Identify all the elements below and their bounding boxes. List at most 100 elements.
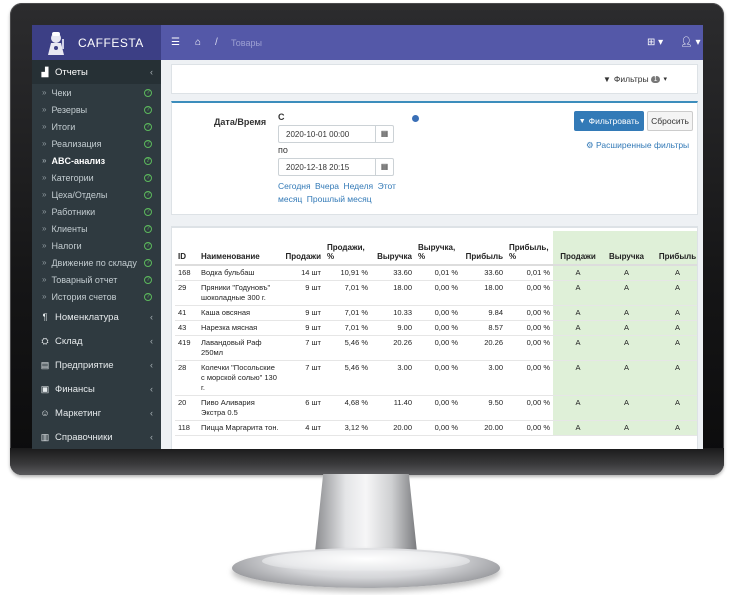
date-from-input[interactable]: 2020-10-01 00:00 ▦ [278, 125, 394, 143]
filters-toggle[interactable]: ▼ Фильтры 1 ▾ [603, 74, 667, 84]
table-cell: 0,00 % [506, 280, 553, 306]
table-row[interactable]: 43 Нарезка мясная 9 шт 7,01 % 9.00 0,00 % 8.57… [175, 320, 697, 336]
column-header[interactable]: Продажи [553, 231, 603, 266]
sidebar-section-label: Склад [55, 335, 83, 347]
table-cell: 7,01 % [324, 280, 371, 306]
table-cell: 0,00 % [415, 395, 461, 421]
table-cell: A [603, 420, 650, 436]
column-header[interactable]: Прибыль [650, 231, 697, 266]
sidebar-section-5[interactable]: ☺ Маркетинг ‹ [32, 401, 161, 425]
sidebar-item-1[interactable]: » Резервы? [32, 101, 161, 118]
user-menu-icon[interactable]: 👤︎ ▾ [680, 37, 701, 48]
sidebar-item-8[interactable]: » Клиенты? [32, 220, 161, 237]
table-row[interactable]: 168 Водка бульбаш 14 шт 10,91 % 33.60 0,01 % 3… [175, 265, 697, 281]
column-header[interactable]: Выручка [371, 231, 415, 266]
help-icon[interactable]: ? [144, 207, 152, 216]
sidebar-item-10[interactable]: » Движение по складу? [32, 254, 161, 271]
sidebar-item-4[interactable]: » ABC-анализ? [32, 152, 161, 169]
table-row[interactable]: 29 Пряники "Годуновъ" шоколадные 300 г. 9 … [175, 280, 697, 306]
table-cell: 0,00 % [506, 420, 553, 436]
sidebar-item-5[interactable]: » Категории? [32, 169, 161, 186]
double-arrow-icon: » [42, 173, 47, 182]
sidebar-section-6[interactable]: ▥ Справочники ‹ [32, 425, 161, 449]
breadcrumb-separator: / [215, 37, 218, 48]
table-cell: 0,00 % [506, 335, 553, 361]
help-icon[interactable]: ? [144, 224, 152, 233]
date-to-input[interactable]: 2020-12-18 20:15 ▦ [278, 158, 394, 176]
column-header[interactable]: Продажи, % [324, 231, 371, 266]
table-cell: 5,46 % [324, 360, 371, 396]
filter-button[interactable]: ▼ Фильтровать [574, 111, 644, 131]
remove-filter-icon[interactable] [412, 115, 419, 122]
help-icon[interactable]: ? [144, 241, 152, 250]
quick-link-today[interactable]: Сегодня [278, 181, 311, 191]
table-row[interactable]: 419 Лавандовый Раф 250мл 7 шт 5,46 % 20.26 0,… [175, 335, 697, 361]
quick-link-week[interactable]: Неделя [343, 181, 374, 191]
table-cell: 33.60 [371, 265, 415, 281]
sidebar-item-label: Реализация [51, 138, 102, 149]
help-icon[interactable]: ? [144, 88, 152, 97]
column-header[interactable]: Выручка, % [415, 231, 461, 266]
help-icon[interactable]: ? [144, 139, 152, 148]
table-cell: A [650, 420, 697, 436]
sidebar-section-3[interactable]: ▤ Предприятие ‹ [32, 353, 161, 377]
sidebar-item-2[interactable]: » Итоги? [32, 118, 161, 135]
table-cell: Нарезка мясная [198, 320, 282, 336]
advanced-filters-link[interactable]: ⚙ Расширенные фильтры [586, 140, 689, 151]
filter-button-icon: ▼ [578, 117, 586, 125]
sidebar: ▟ Отчеты ‹ » Чеки? » Резервы? » Итоги? » Реализаци… [32, 60, 161, 449]
table-row[interactable]: 118 Пицца Маргарита тон. 4 шт 3,12 % 20.00 0,… [175, 420, 697, 436]
sidebar-item-0[interactable]: » Чеки? [32, 84, 161, 101]
quick-link-this-month[interactable]: Этот месяц [278, 181, 396, 204]
sidebar-item-3[interactable]: » Реализация? [32, 135, 161, 152]
table-cell: 20.26 [461, 335, 506, 361]
help-icon[interactable]: ? [144, 275, 152, 284]
table-cell: A [603, 265, 650, 281]
sidebar-item-9[interactable]: » Налоги? [32, 237, 161, 254]
column-header[interactable]: Продажи [282, 231, 324, 266]
sidebar-item-12[interactable]: » История счетов? [32, 288, 161, 305]
double-arrow-icon: » [42, 275, 47, 284]
table-row[interactable]: 20 Пиво Аливария Экстра 0.5 6 шт 4,68 % 11.4… [175, 395, 697, 421]
calendar-to-icon[interactable]: ▦ [375, 159, 393, 175]
table-cell: 0,00 % [506, 320, 553, 336]
cutlery-icon: ¶ [42, 312, 48, 322]
column-header[interactable]: Прибыль, % [506, 231, 553, 266]
table-row[interactable]: 28 Колечки "Посольские с морской солью" 1… [175, 360, 697, 396]
sidebar-item-7[interactable]: » Работники? [32, 203, 161, 220]
double-arrow-icon: » [42, 139, 47, 148]
table-cell: A [603, 335, 650, 361]
column-header[interactable]: Выручка [603, 231, 650, 266]
column-header[interactable]: Прибыль [461, 231, 506, 266]
double-arrow-icon: » [42, 292, 47, 301]
help-icon[interactable]: ? [144, 156, 152, 165]
add-menu-icon[interactable]: ⊞ ▾ [647, 37, 664, 48]
calendar-from-icon[interactable]: ▦ [375, 126, 393, 142]
table-row[interactable]: 41 Каша овсяная 9 шт 7,01 % 10.33 0,00 % 9.84 0… [175, 305, 697, 321]
sidebar-item-11[interactable]: » Товарный отчет? [32, 271, 161, 288]
sidebar-section-label: Маркетинг [55, 407, 102, 419]
sidebar-section-2[interactable]: ⛭ Склад ‹ [32, 329, 161, 353]
table-cell: 168 [175, 265, 198, 281]
sidebar-item-6[interactable]: » Цеха/Отделы? [32, 186, 161, 203]
main-content: ▼ Фильтры 1 ▾ Дата/Время С 2020-10-01 00… [161, 60, 703, 449]
help-icon[interactable]: ? [144, 190, 152, 199]
sidebar-section-1[interactable]: ¶ Номенклатура ‹ [32, 305, 161, 329]
help-icon[interactable]: ? [144, 173, 152, 182]
column-header[interactable]: Наименование [198, 231, 282, 266]
reset-button[interactable]: Сбросить [647, 111, 693, 131]
help-icon[interactable]: ? [144, 105, 152, 114]
quick-link-yesterday[interactable]: Вчера [315, 181, 340, 191]
help-icon[interactable]: ? [144, 292, 152, 301]
home-icon[interactable]: ⌂ [195, 37, 202, 48]
filter-button-label: Фильтровать [588, 116, 640, 126]
quick-link-last-month[interactable]: Прошлый месяц [306, 194, 372, 204]
filters-header-panel: ▼ Фильтры 1 ▾ [171, 64, 698, 94]
menu-toggle-icon[interactable]: ☰ [171, 37, 180, 48]
column-header[interactable]: ID [175, 231, 198, 266]
help-icon[interactable]: ? [144, 122, 152, 131]
help-icon[interactable]: ? [144, 258, 152, 267]
sidebar-section-4[interactable]: ▣ Финансы ‹ [32, 377, 161, 401]
sidebar-section-0[interactable]: ▟ Отчеты ‹ [32, 60, 161, 84]
brand[interactable]: CAFFESTA [32, 25, 161, 60]
